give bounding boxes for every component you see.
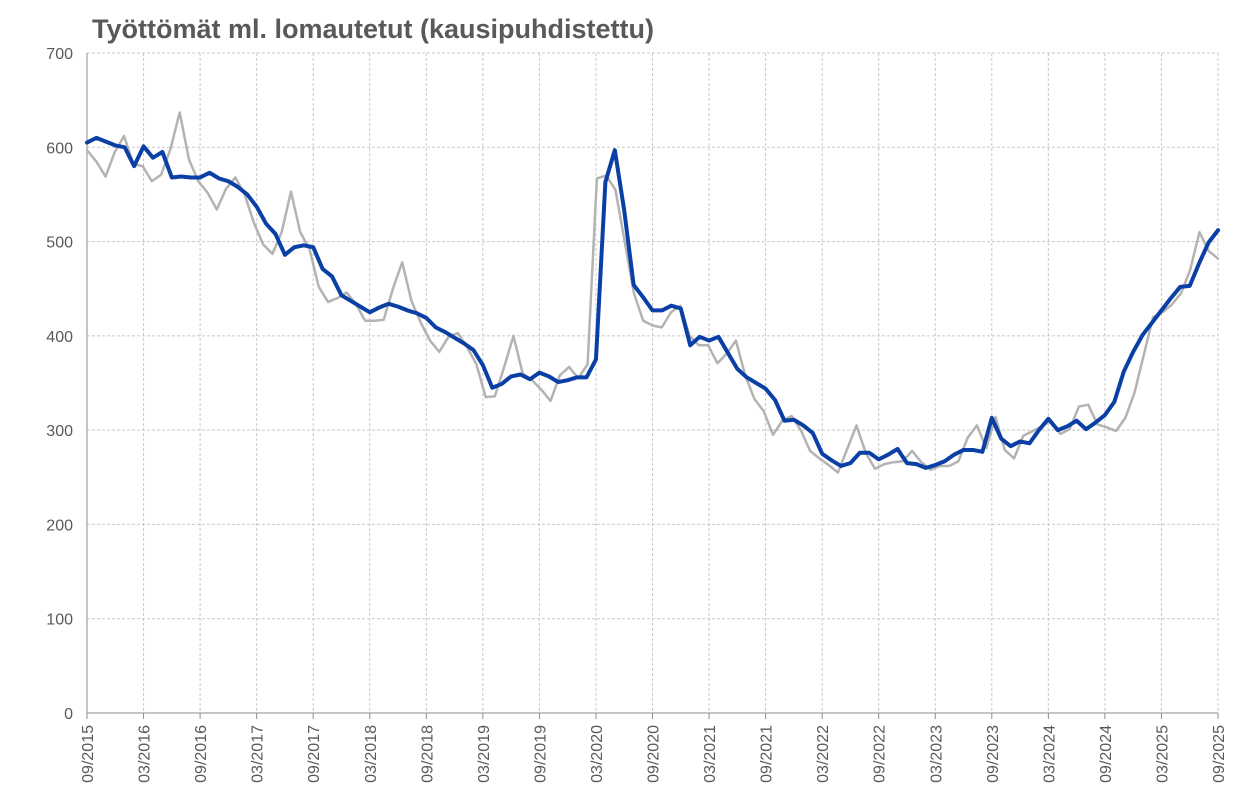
y-tick-label: 300	[46, 423, 73, 440]
x-tick-label: 03/2016	[137, 725, 154, 783]
x-tick-label: 09/2025	[1211, 725, 1228, 783]
x-tick-label: 09/2015	[80, 725, 97, 783]
x-tick-label: 09/2016	[193, 725, 210, 783]
series-group	[85, 111, 1220, 474]
y-tick-label: 400	[46, 329, 73, 346]
x-tick-label: 09/2021	[759, 725, 776, 783]
series-line-blue	[85, 135, 1220, 470]
x-tick-label: 03/2022	[815, 725, 832, 783]
y-axis-ticks: 0 100 200 300 400 500 600 700	[46, 46, 73, 723]
y-tick-label: 500	[46, 235, 73, 252]
x-tick-label: 09/2020	[646, 725, 663, 783]
x-tick-label: 09/2017	[306, 725, 323, 783]
y-tick-label: 700	[46, 46, 73, 63]
x-tick-label: 09/2023	[985, 725, 1002, 783]
x-tick-label: 03/2021	[702, 725, 719, 783]
axes	[86, 53, 1219, 719]
series-line-gray	[85, 111, 1220, 474]
x-tick-label: 03/2023	[928, 725, 945, 783]
x-tick-label: 09/2022	[872, 725, 889, 783]
x-tick-label: 03/2025	[1154, 725, 1171, 783]
y-tick-label: 100	[46, 612, 73, 629]
x-tick-label: 09/2018	[419, 725, 436, 783]
x-tick-label: 03/2020	[589, 725, 606, 783]
x-tick-label: 03/2017	[250, 725, 267, 783]
y-tick-label: 200	[46, 517, 73, 534]
x-axis-ticks: 09/2015 03/2016 09/2016 03/2017 09/2017 03/20…	[80, 725, 1228, 783]
x-tick-label: 09/2024	[1098, 725, 1115, 783]
x-tick-label: 03/2018	[363, 725, 380, 783]
x-tick-label: 03/2019	[476, 725, 493, 783]
y-tick-label: 0	[64, 706, 73, 723]
y-tick-label: 600	[46, 140, 73, 157]
gridlines	[87, 52, 1219, 713]
chart-title: Työttömät ml. lomautetut (kausipuhdistet…	[92, 14, 654, 44]
x-tick-label: 03/2024	[1041, 725, 1058, 783]
x-tick-label: 09/2019	[532, 725, 549, 783]
